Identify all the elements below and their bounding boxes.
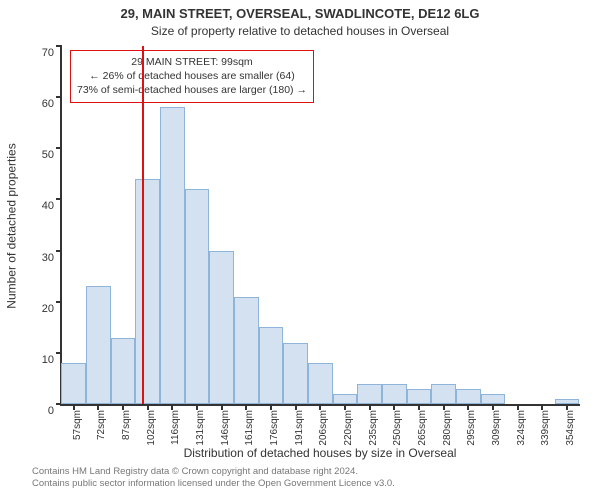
histogram-bar: [209, 251, 234, 404]
y-tick-label: 20: [42, 303, 62, 315]
footer-text: Contains HM Land Registry data © Crown c…: [32, 466, 572, 491]
property-marker-line: [142, 46, 144, 404]
y-tick-label: 50: [42, 149, 62, 161]
histogram-bar: [333, 394, 358, 404]
histogram-bar: [431, 384, 456, 404]
histogram-bar: [283, 343, 308, 404]
x-tick-label: 131sqm: [195, 410, 206, 446]
y-tick-mark: [56, 45, 62, 47]
histogram-bar: [259, 327, 284, 404]
x-tick-label: 146sqm: [220, 410, 231, 446]
x-tick-label: 354sqm: [565, 410, 576, 446]
y-tick-mark: [56, 96, 62, 98]
x-tick-label: 324sqm: [516, 410, 527, 446]
x-tick-label: 265sqm: [417, 410, 428, 446]
x-tick-label: 191sqm: [294, 410, 305, 446]
y-tick-label: 10: [42, 354, 62, 366]
x-axis-label: Distribution of detached houses by size …: [60, 446, 580, 460]
y-tick-label: 40: [42, 200, 62, 212]
y-tick-label: 0: [48, 405, 62, 417]
histogram-bar: [160, 107, 185, 404]
histogram-bar: [481, 394, 506, 404]
y-tick-mark: [56, 301, 62, 303]
chart-title-main: 29, MAIN STREET, OVERSEAL, SWADLINCOTE, …: [0, 6, 600, 21]
x-tick-label: 235sqm: [368, 410, 379, 446]
x-tick-label: 339sqm: [540, 410, 551, 446]
footer-line-1: Contains HM Land Registry data © Crown c…: [32, 466, 572, 478]
x-tick-label: 72sqm: [96, 410, 107, 440]
histogram-bar: [234, 297, 259, 404]
y-tick-mark: [56, 352, 62, 354]
x-tick-label: 176sqm: [269, 410, 280, 446]
footer-line-2: Contains public sector information licen…: [32, 478, 572, 490]
chart-title-sub: Size of property relative to detached ho…: [0, 24, 600, 38]
annotation-line-1: 29 MAIN STREET: 99sqm: [77, 55, 307, 69]
annotation-line-3: 73% of semi-detached houses are larger (…: [77, 83, 307, 97]
chart-container: 29, MAIN STREET, OVERSEAL, SWADLINCOTE, …: [0, 0, 600, 500]
histogram-bar: [185, 189, 210, 404]
x-tick-label: 250sqm: [392, 410, 403, 446]
y-tick-mark: [56, 147, 62, 149]
histogram-bar: [86, 286, 111, 404]
x-tick-label: 309sqm: [491, 410, 502, 446]
x-tick-label: 102sqm: [146, 410, 157, 446]
y-tick-mark: [56, 198, 62, 200]
annotation-line-2: ← 26% of detached houses are smaller (64…: [77, 69, 307, 83]
y-tick-label: 60: [42, 98, 62, 110]
x-tick-label: 206sqm: [318, 410, 329, 446]
x-tick-label: 57sqm: [72, 410, 83, 440]
y-tick-mark: [56, 250, 62, 252]
histogram-bar: [357, 384, 382, 404]
x-tick-label: 280sqm: [442, 410, 453, 446]
x-tick-label: 87sqm: [121, 410, 132, 440]
histogram-bar: [135, 179, 160, 404]
histogram-bar: [456, 389, 481, 404]
plot-area: 29 MAIN STREET: 99sqm ← 26% of detached …: [60, 46, 580, 406]
annotation-box: 29 MAIN STREET: 99sqm ← 26% of detached …: [70, 50, 314, 103]
histogram-bar: [111, 338, 136, 404]
x-tick-label: 220sqm: [343, 410, 354, 446]
y-tick-label: 70: [42, 47, 62, 59]
x-tick-label: 161sqm: [244, 410, 255, 446]
histogram-bar: [407, 389, 432, 404]
histogram-bar: [382, 384, 407, 404]
x-tick-label: 116sqm: [170, 410, 181, 445]
y-tick-label: 30: [42, 252, 62, 264]
y-axis-label: Number of detached properties: [4, 46, 20, 406]
x-tick-label: 295sqm: [466, 410, 477, 446]
histogram-bar: [61, 363, 86, 404]
histogram-bar: [308, 363, 333, 404]
